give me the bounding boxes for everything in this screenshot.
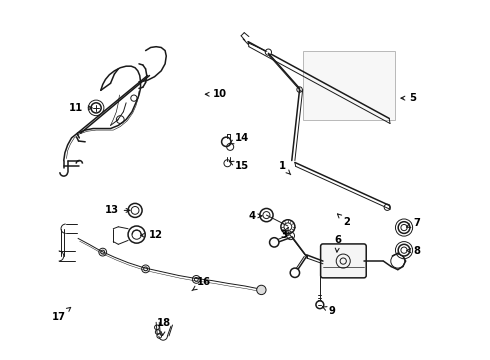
Text: 2: 2 [338, 214, 350, 227]
Text: 6: 6 [334, 235, 341, 252]
Text: 10: 10 [205, 89, 227, 99]
Text: 5: 5 [401, 93, 416, 103]
Text: 13: 13 [105, 206, 130, 215]
Text: 7: 7 [407, 218, 420, 228]
Text: 11: 11 [68, 103, 92, 113]
Circle shape [281, 220, 295, 234]
Circle shape [128, 203, 142, 217]
Bar [303, 51, 395, 120]
Text: 16: 16 [192, 277, 211, 291]
Text: 8: 8 [407, 246, 420, 256]
Text: 1: 1 [279, 161, 291, 175]
Circle shape [91, 103, 101, 113]
FancyBboxPatch shape [320, 244, 366, 278]
Text: 17: 17 [51, 307, 71, 322]
Circle shape [316, 301, 324, 309]
Text: 18: 18 [157, 319, 171, 336]
Circle shape [265, 49, 271, 55]
Circle shape [128, 226, 145, 243]
Circle shape [270, 238, 279, 247]
Circle shape [260, 208, 273, 222]
Text: 14: 14 [229, 133, 249, 144]
Text: 3: 3 [281, 228, 288, 240]
Text: 15: 15 [229, 161, 249, 171]
Circle shape [398, 244, 410, 256]
Text: 4: 4 [248, 211, 262, 221]
Circle shape [257, 285, 266, 294]
Circle shape [398, 222, 410, 233]
Text: 9: 9 [322, 306, 335, 316]
Circle shape [290, 268, 299, 278]
Text: 12: 12 [141, 230, 162, 240]
